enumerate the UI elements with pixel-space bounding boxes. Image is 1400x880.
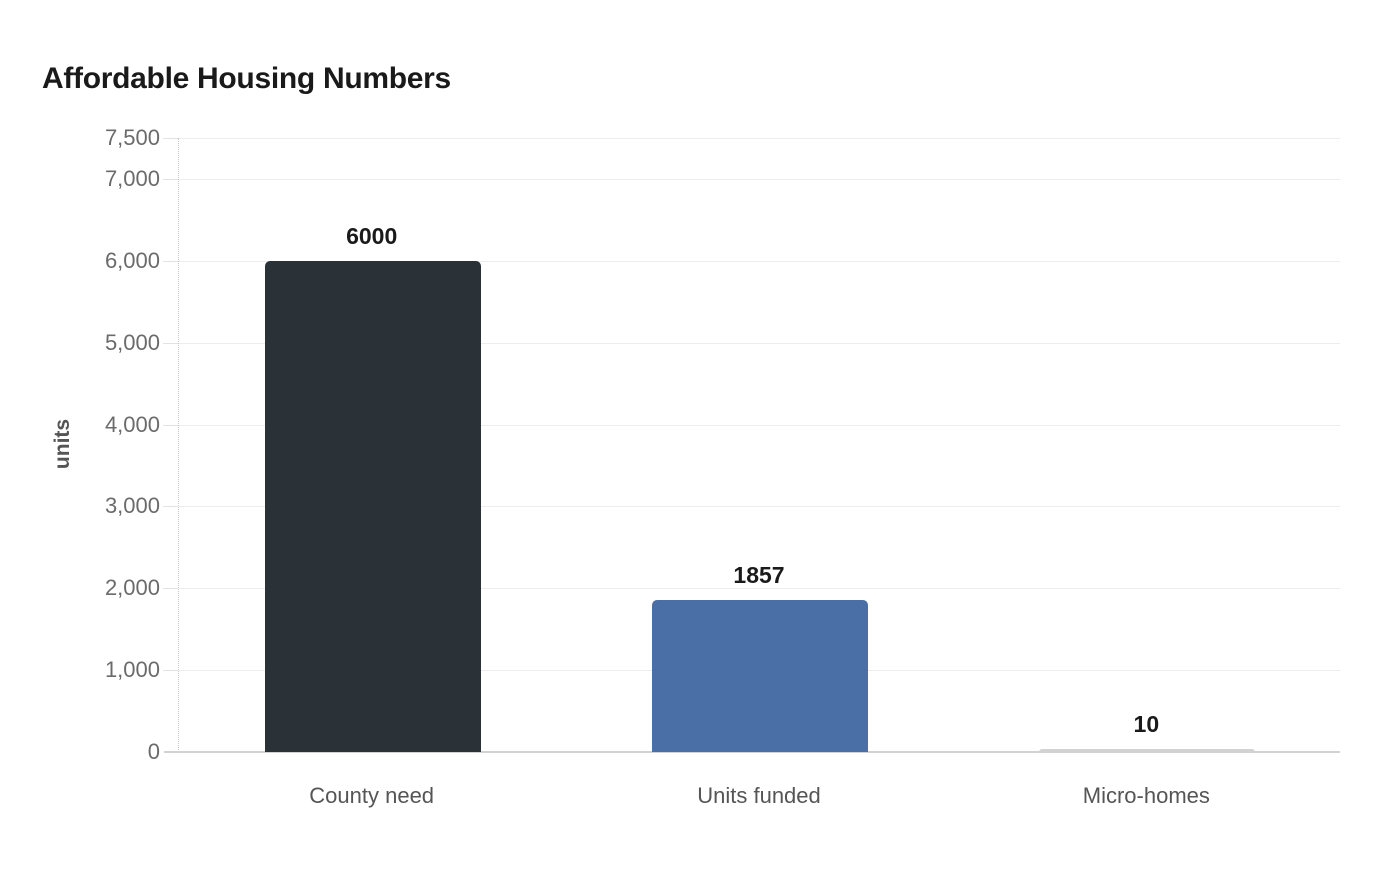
gridline [179, 138, 1340, 139]
y-tick-label: 0 [147, 739, 160, 764]
gridline [179, 342, 1340, 344]
y-tick-mark [163, 178, 178, 180]
axis-baseline [164, 751, 1340, 753]
bar-micro-homes[interactable] [1039, 749, 1256, 752]
y-tick-mark [163, 670, 178, 672]
y-tick-label: 6,000 [104, 247, 160, 273]
y-tick-label: 4,000 [104, 411, 160, 437]
plot-area [164, 138, 1340, 753]
y-tick-mark [163, 138, 178, 139]
value-label-units-funded: 1857 [733, 561, 785, 588]
y-tick-label: 7,500 [104, 125, 160, 150]
gridline [179, 506, 1340, 508]
gridline [179, 178, 1340, 180]
gridline [179, 424, 1340, 426]
y-tick-mark [163, 588, 178, 590]
gridline [179, 588, 1340, 590]
chart-title: Affordable Housing Numbers [42, 62, 451, 95]
y-tick-mark [163, 506, 178, 508]
category-label-units-funded: Units funded [697, 783, 821, 808]
y-tick-mark [163, 424, 178, 426]
y-tick-label: 7,000 [104, 165, 160, 191]
gridline [179, 260, 1340, 262]
y-tick-mark [163, 260, 178, 262]
category-label-county-need: County need [309, 783, 435, 808]
y-tick-mark [163, 342, 178, 344]
bar-units-funded[interactable] [652, 599, 868, 752]
y-tick-label: 1,000 [104, 657, 160, 683]
y-tick-label: 5,000 [104, 329, 160, 355]
category-label-micro-homes: Micro-homes [1082, 783, 1210, 808]
bar-county-need[interactable] [264, 260, 481, 752]
y-tick-label: 2,000 [104, 575, 160, 601]
value-label-micro-homes: 10 [1133, 711, 1160, 737]
y-tick-label: 3,000 [104, 493, 160, 519]
value-label-county-need: 6000 [346, 222, 398, 249]
